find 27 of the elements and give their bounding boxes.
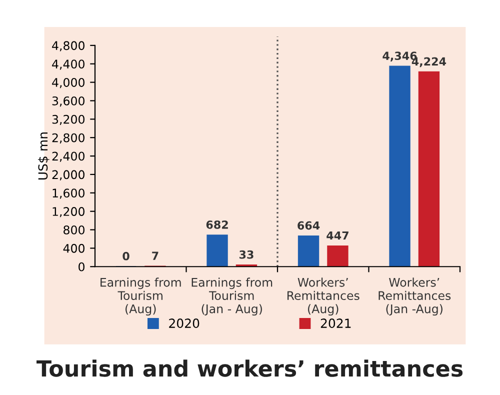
data-label: 664 [298,221,320,230]
y-tick-label: 4,000 [52,78,84,88]
y-tick-label: 1,200 [52,207,84,218]
y-tick-label: 4,400 [52,60,84,70]
legend-label: 2020 [169,318,200,328]
y-tick-label: 0 [78,262,84,272]
y-tick-label: 800 [64,225,84,234]
y-tick-label: 3,600 [52,96,84,107]
y-axis-title: US$ mn [38,132,50,180]
y-tick-label: 2,800 [52,133,84,144]
y-tick-label: 2,400 [52,152,84,162]
data-label: 33 [239,250,254,259]
y-tick-label: 2,000 [52,170,84,180]
y-tick-label: 1,600 [52,188,84,199]
data-label: 682 [206,220,228,229]
legend-label: 2021 [320,318,351,328]
text: Tourism and workers’ remittances [36,360,463,377]
y-tick-label: 3,200 [52,114,84,126]
data-label: 0 [122,252,130,260]
x-tick-label: Earnings from Tourism (Aug) [100,278,181,316]
x-tick-label: Earnings from Tourism (Jan - Aug) [192,278,272,316]
y-tick-label: 4,800 [52,41,84,52]
data-label: 7 [152,252,158,260]
y-tick-label: 400 [63,244,84,253]
x-tick-label: Workers’ Remittances (Jan -Aug) [378,278,451,316]
x-tick-label: Workers’ Remittances (Aug) [287,278,360,316]
data-label: 447 [326,231,348,240]
